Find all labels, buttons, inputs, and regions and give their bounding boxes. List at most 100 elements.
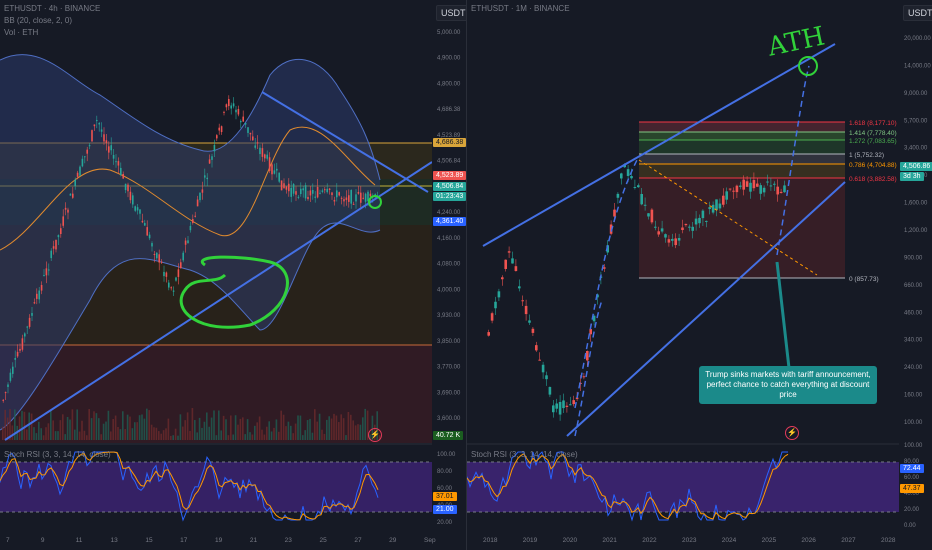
candle bbox=[278, 172, 280, 182]
volume-bar bbox=[294, 423, 297, 440]
volume-bar bbox=[273, 427, 275, 440]
candle bbox=[120, 167, 122, 176]
volume-bar bbox=[146, 408, 148, 440]
volume-bar bbox=[57, 431, 59, 440]
bollinger-basis bbox=[0, 126, 376, 251]
chart-canvas-4h[interactable]: 5,000.004,900.004,800.004,686.384,523.89… bbox=[0, 0, 466, 550]
price-tick-label: 3,600.00 bbox=[437, 416, 461, 422]
volume-bar bbox=[210, 417, 213, 440]
volume-bar bbox=[287, 421, 290, 440]
candle bbox=[19, 348, 21, 351]
candle bbox=[235, 109, 237, 113]
candle bbox=[132, 195, 134, 205]
candle bbox=[86, 149, 88, 154]
fib-label: 0.786 (4,704.88) bbox=[849, 162, 897, 169]
time-tick-label: Sep bbox=[424, 537, 436, 544]
volume-bar bbox=[21, 410, 23, 440]
candle bbox=[735, 185, 739, 193]
volume-bar bbox=[184, 420, 186, 440]
volume-bar bbox=[179, 414, 182, 440]
fib-trend-dashed bbox=[638, 159, 818, 276]
time-axis-labels-4h: 7 9 11 13 15 17 19 21 23 25 27 29 Sep bbox=[6, 537, 436, 544]
candle bbox=[40, 285, 43, 291]
candle bbox=[657, 231, 660, 235]
candle bbox=[177, 269, 180, 277]
fib-lines[interactable]: 1.618 (8,177.10) 1.414 (7,778.40)1.272 (7… bbox=[639, 120, 897, 283]
candle bbox=[565, 405, 569, 407]
candles-4h bbox=[2, 95, 379, 403]
volume-bar bbox=[170, 435, 172, 440]
chart-pane-4h[interactable]: 5,000.00 4,900.00 4,800.00 4,686.38 4,523.89… bbox=[0, 0, 466, 550]
candle bbox=[136, 207, 139, 211]
flash-event-icon-left[interactable]: ⚡ bbox=[368, 428, 382, 442]
channel-upper-line[interactable] bbox=[482, 43, 836, 247]
volume-bar bbox=[347, 411, 350, 440]
ascending-trendline[interactable] bbox=[4, 161, 433, 441]
volume-bar bbox=[64, 434, 66, 440]
countdown-tag-1m: 3d 3h bbox=[900, 172, 924, 181]
stoch-tick-label: 80.00 bbox=[904, 459, 920, 465]
candle bbox=[16, 351, 19, 357]
volume-bar bbox=[172, 435, 174, 440]
current-price-marker[interactable] bbox=[368, 195, 382, 209]
volume-bar bbox=[71, 409, 74, 440]
volume-legend[interactable]: Vol · ETH bbox=[4, 28, 39, 37]
time-tick-label: 2025 bbox=[762, 537, 777, 544]
candle bbox=[72, 193, 74, 198]
volume-bar bbox=[314, 409, 316, 440]
volume-bar bbox=[105, 421, 107, 440]
candle bbox=[776, 186, 779, 195]
candle bbox=[336, 190, 338, 198]
price-axis-4h[interactable] bbox=[432, 0, 466, 550]
volume-bar bbox=[316, 421, 318, 440]
currency-button-left[interactable]: USDT bbox=[436, 5, 466, 21]
price-axis-1m[interactable] bbox=[899, 0, 932, 550]
volume-bar bbox=[138, 415, 141, 440]
symbol-title-4h[interactable]: ETHUSDT · 4h · BINANCE bbox=[4, 4, 101, 13]
hand-drawn-circle[interactable] bbox=[179, 255, 289, 329]
channel-lower-line[interactable] bbox=[566, 181, 846, 437]
candle bbox=[67, 209, 69, 213]
ath-target-circle[interactable] bbox=[798, 56, 818, 76]
chart-pane-1m[interactable]: 1.618 (8,177.10) 1.414 (7,778.40) 1.272 (7… bbox=[466, 0, 932, 550]
candle bbox=[745, 181, 749, 187]
candle bbox=[647, 213, 650, 217]
candle bbox=[184, 240, 187, 245]
volume-bar bbox=[78, 431, 81, 440]
volume-bar bbox=[242, 417, 244, 440]
volume-bar bbox=[299, 415, 302, 440]
ath-annotation[interactable]: ATH bbox=[764, 21, 827, 62]
fib-label: 0 (857.73) bbox=[849, 276, 879, 283]
currency-button-right[interactable]: USDT bbox=[903, 5, 932, 21]
flash-event-icon-right[interactable]: ⚡ bbox=[785, 426, 799, 440]
stoch-legend-4h[interactable]: Stoch RSI (3, 3, 14, 14, close) bbox=[4, 450, 111, 459]
bollinger-lower bbox=[0, 222, 381, 431]
volume-bar bbox=[261, 429, 263, 440]
candle bbox=[300, 188, 302, 195]
candle bbox=[283, 183, 285, 189]
candle bbox=[779, 191, 783, 193]
price-tick-label: 4,160.00 bbox=[437, 236, 461, 242]
stoch-k-tag-1m: 72.44 bbox=[900, 464, 924, 473]
volume-bar bbox=[110, 431, 112, 440]
volume-bar bbox=[244, 434, 246, 440]
volume-bar bbox=[297, 415, 299, 440]
symbol-title-1m[interactable]: ETHUSDT · 1M · BINANCE bbox=[471, 4, 570, 13]
candle bbox=[633, 186, 637, 188]
descending-trendline[interactable] bbox=[261, 91, 429, 193]
stoch-legend-1m[interactable]: Stoch RSI (3, 3, 14, 14, close) bbox=[471, 450, 578, 459]
candle bbox=[552, 405, 555, 413]
candle bbox=[343, 199, 345, 202]
tariff-callout[interactable]: Trump sinks markets with tariff announce… bbox=[699, 366, 877, 404]
callout-pointer bbox=[775, 261, 791, 369]
candle bbox=[518, 286, 521, 289]
volume-bar bbox=[18, 416, 21, 440]
bollinger-legend[interactable]: BB (20, close, 2, 0) bbox=[4, 16, 73, 25]
time-tick-label: 2023 bbox=[682, 537, 697, 544]
candle bbox=[189, 225, 192, 231]
candle bbox=[752, 180, 756, 189]
chart-canvas-1m[interactable]: 1.618 (8,177.10) 1.414 (7,778.40)1.272 (7… bbox=[467, 0, 932, 550]
candle bbox=[545, 375, 548, 380]
volume-bar bbox=[285, 426, 287, 440]
candle bbox=[756, 183, 759, 187]
